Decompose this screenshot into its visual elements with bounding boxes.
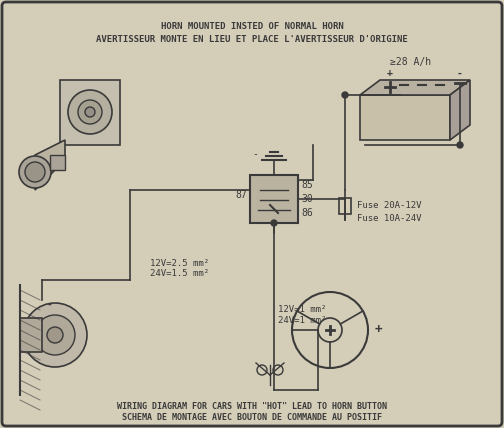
- Circle shape: [457, 142, 463, 148]
- Text: Fuse 10A-24V: Fuse 10A-24V: [357, 214, 421, 223]
- Circle shape: [342, 92, 348, 98]
- Text: 30: 30: [301, 194, 313, 204]
- Polygon shape: [360, 80, 470, 95]
- Text: WIRING DIAGRAM FOR CARS WITH "HOT" LEAD TO HORN BUTTON: WIRING DIAGRAM FOR CARS WITH "HOT" LEAD …: [117, 402, 387, 411]
- Circle shape: [271, 220, 277, 226]
- Polygon shape: [450, 80, 470, 140]
- Circle shape: [68, 90, 112, 134]
- Polygon shape: [50, 155, 65, 170]
- Text: AVERTISSEUR MONTE EN LIEU ET PLACE L'AVERTISSEUR D'ORIGINE: AVERTISSEUR MONTE EN LIEU ET PLACE L'AVE…: [96, 35, 408, 44]
- Polygon shape: [35, 140, 65, 190]
- Text: SCHEMA DE MONTAGE AVEC BOUTON DE COMMANDE AU POSITIF: SCHEMA DE MONTAGE AVEC BOUTON DE COMMAND…: [122, 413, 382, 422]
- Text: Fuse 20A-12V: Fuse 20A-12V: [357, 200, 421, 209]
- Text: 12V=1 mm²: 12V=1 mm²: [278, 305, 327, 314]
- Text: 12V=2.5 mm²: 12V=2.5 mm²: [150, 259, 209, 268]
- Circle shape: [35, 315, 75, 355]
- Circle shape: [19, 156, 51, 188]
- Text: HORN MOUNTED INSTED OF NORMAL HORN: HORN MOUNTED INSTED OF NORMAL HORN: [161, 22, 343, 31]
- Text: 85: 85: [301, 180, 313, 190]
- Polygon shape: [360, 95, 450, 140]
- Circle shape: [85, 107, 95, 117]
- Text: -: -: [457, 69, 463, 79]
- Circle shape: [78, 100, 102, 124]
- Circle shape: [47, 327, 63, 343]
- Text: -: -: [252, 149, 258, 159]
- Polygon shape: [60, 80, 120, 145]
- Text: 86: 86: [301, 208, 313, 218]
- Text: +: +: [387, 68, 393, 78]
- Text: 24V=1 mm²: 24V=1 mm²: [278, 316, 327, 325]
- Text: 87: 87: [235, 190, 247, 200]
- Text: 24V=1.5 mm²: 24V=1.5 mm²: [150, 269, 209, 278]
- Bar: [20, 318, 42, 352]
- Text: +: +: [374, 324, 382, 336]
- Bar: [250, 175, 298, 223]
- Bar: [339, 198, 351, 214]
- Circle shape: [25, 162, 45, 182]
- Circle shape: [23, 303, 87, 367]
- Text: -: -: [47, 300, 53, 310]
- Text: ≥28 A/h: ≥28 A/h: [390, 57, 431, 67]
